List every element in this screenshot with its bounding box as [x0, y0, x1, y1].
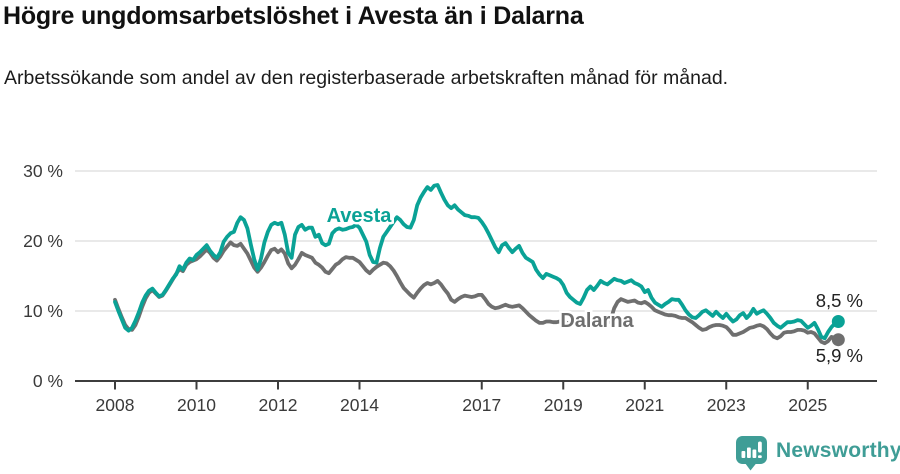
page-title: Högre ungdomsarbetslöshet i Avesta än i … [3, 2, 584, 30]
dalarna-line [113, 240, 841, 346]
newsworthy-logo: Newsworthy [735, 435, 900, 471]
newsworthy-logo-text: Newsworthy [776, 438, 900, 462]
dalarna-series-label: Dalarna [560, 310, 634, 332]
page-subtitle: Arbetssökande som andel av den registerb… [4, 67, 729, 89]
dalarna-end-value-label: 5,9 % [816, 345, 863, 366]
y-axis-tick-label: 10 % [23, 301, 63, 321]
x-axis-tick-label: 2019 [544, 395, 583, 415]
x-axis-tick-label: 2021 [625, 395, 664, 415]
x-axis-tick-label: 2012 [259, 395, 298, 415]
x-axis-tick-label: 2023 [707, 395, 746, 415]
avesta-line [113, 183, 841, 341]
x-axis-tick-label: 2014 [340, 395, 379, 415]
x-axis-tick-label: 2025 [788, 395, 827, 415]
avesta-end-dot [831, 315, 845, 328]
avesta-end-value-label: 8,5 % [816, 290, 863, 311]
y-axis-tick-label: 30 % [23, 161, 63, 181]
x-axis-tick-label: 2010 [177, 395, 216, 415]
newsworthy-logo-icon [736, 436, 767, 471]
dalarna-end-dot [831, 333, 845, 347]
x-axis-tick-label: 2017 [462, 395, 501, 415]
y-axis-tick-label: 0 % [33, 371, 63, 391]
avesta-series-label: Avesta [327, 205, 393, 227]
y-axis-tick-label: 20 % [23, 231, 63, 251]
x-axis-tick-label: 2008 [96, 395, 135, 415]
